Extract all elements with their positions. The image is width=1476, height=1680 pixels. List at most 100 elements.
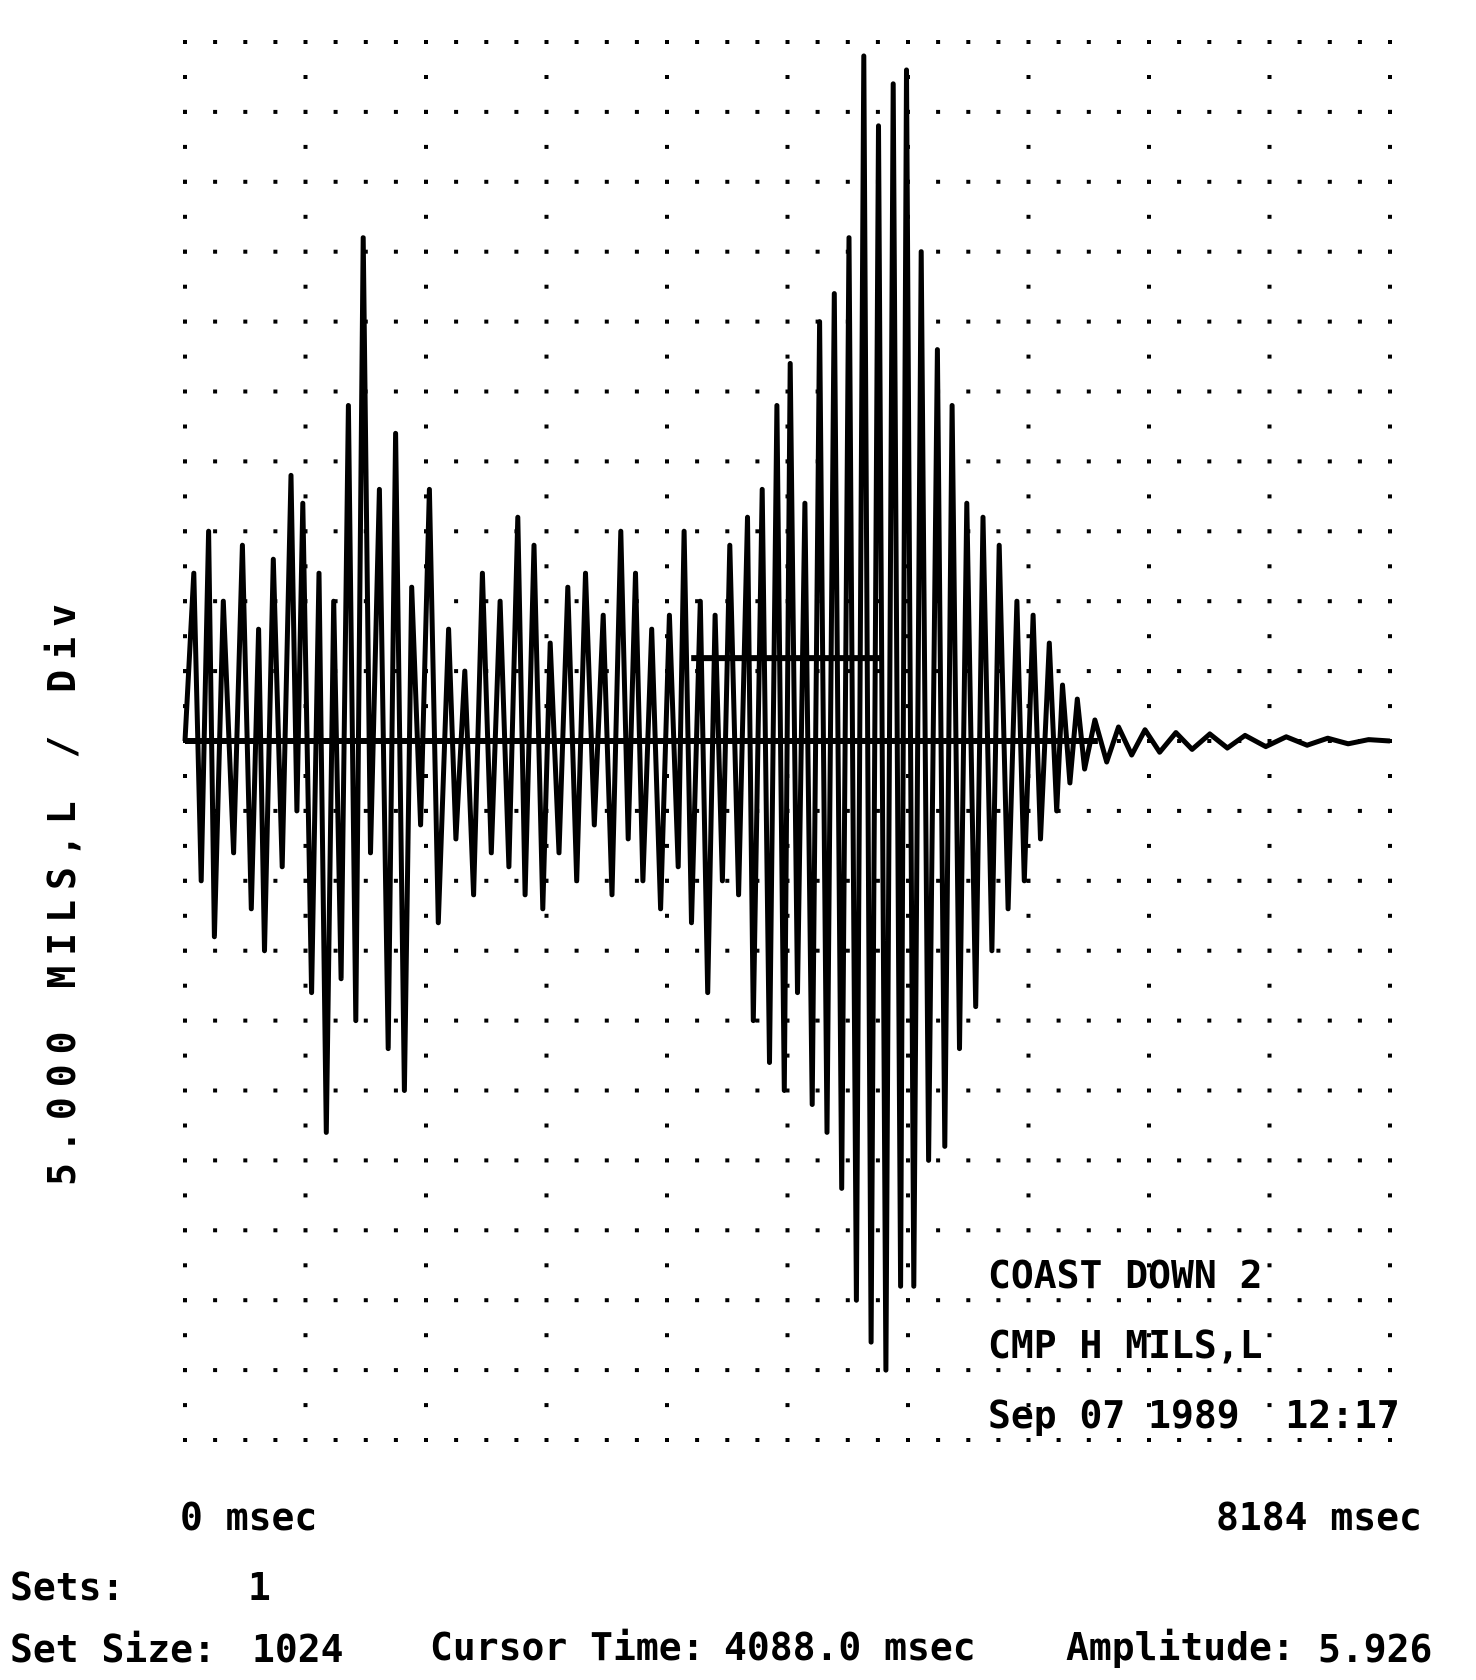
grid-dot (1147, 249, 1151, 254)
grid-dot (303, 1403, 308, 1408)
grid-dot (1267, 1263, 1272, 1268)
grid-dot (484, 1158, 489, 1163)
grid-dot (1388, 1403, 1392, 1408)
grid-dot (665, 424, 669, 429)
grid-dot (544, 1228, 549, 1233)
grid-dot (815, 1018, 820, 1023)
grid-dot (333, 1368, 338, 1373)
grid-dot (484, 948, 489, 953)
grid-dot (574, 1018, 579, 1023)
grid-dot (514, 1018, 519, 1023)
grid-dot (514, 669, 519, 674)
grid-dot (1388, 1123, 1392, 1128)
grid-dot (363, 1018, 368, 1023)
grid-dot (936, 40, 941, 44)
grid-dot (393, 948, 398, 953)
grid-dot (1237, 1158, 1242, 1163)
grid-dot (936, 249, 941, 254)
grid-dot (1267, 214, 1272, 219)
grid-dot (424, 1018, 428, 1023)
grid-dot (1267, 564, 1272, 569)
grid-dot (1147, 878, 1151, 883)
grid-dot (1297, 948, 1302, 953)
grid-dot (1267, 459, 1272, 464)
grid-dot (665, 1088, 669, 1093)
grid-dot (303, 1228, 308, 1233)
grid-dot (996, 249, 1001, 254)
grid-dot (1237, 529, 1242, 534)
grid-dot (695, 459, 700, 464)
grid-dot (845, 1298, 850, 1303)
grid-dot (1267, 249, 1272, 254)
grid-dot (514, 878, 519, 883)
grid-dot (1147, 1263, 1151, 1268)
grid-dot (183, 354, 187, 359)
grid-dot (1327, 1228, 1332, 1233)
grid-dot (1056, 1018, 1061, 1023)
grid-dot (906, 1403, 910, 1408)
grid-dot (1116, 669, 1121, 674)
grid-dot (303, 144, 308, 149)
grid-dot (514, 389, 519, 394)
grid-dot (1147, 1088, 1151, 1093)
grid-dot (574, 109, 579, 114)
grid-dot (213, 1088, 218, 1093)
grid-dot (665, 1298, 669, 1303)
grid-dot (1388, 1158, 1392, 1163)
grid-dot (424, 1438, 428, 1442)
grid-dot (574, 249, 579, 254)
grid-dot (1177, 319, 1182, 324)
grid-dot (393, 1298, 398, 1303)
grid-dot (213, 389, 218, 394)
grid-dot (273, 1298, 278, 1303)
grid-dot (183, 1158, 187, 1163)
grid-dot (695, 1298, 700, 1303)
grid-dot (333, 529, 338, 534)
grid-dot (424, 354, 428, 359)
grid-dot (484, 878, 489, 883)
grid-dot (574, 389, 579, 394)
grid-dot (1267, 599, 1272, 604)
grid-dot (1056, 1298, 1061, 1303)
grid-dot (1147, 1228, 1151, 1233)
grid-dot (966, 389, 971, 394)
grid-dot (936, 109, 941, 114)
grid-dot (1327, 109, 1332, 114)
grid-dot (363, 808, 368, 813)
grid-dot (333, 1018, 338, 1023)
grid-dot (1026, 983, 1031, 988)
grid-dot (243, 1368, 248, 1373)
grid-dot (634, 878, 639, 883)
grid-dot (815, 1228, 820, 1233)
grid-dot (725, 249, 730, 254)
grid-dot (1116, 1438, 1121, 1442)
grid-dot (303, 1018, 308, 1023)
grid-dot (303, 948, 308, 953)
grid-dot (604, 40, 609, 44)
grid-dot (424, 983, 428, 988)
grid-dot (755, 1368, 760, 1373)
grid-dot (1388, 983, 1392, 988)
grid-dot (183, 1263, 187, 1268)
grid-dot (1086, 459, 1091, 464)
grid-dot (1086, 40, 1091, 44)
grid-dot (725, 1438, 730, 1442)
grid-dot (183, 109, 187, 114)
grid-dot (1086, 529, 1091, 534)
grid-dot (1086, 1438, 1091, 1442)
grid-dot (785, 144, 790, 149)
grid-dot (454, 529, 459, 534)
grid-dot (1056, 40, 1061, 44)
grid-dot (1026, 1228, 1031, 1233)
grid-dot (815, 1158, 820, 1163)
grid-dot (665, 599, 669, 604)
grid-dot (1207, 1368, 1212, 1373)
grid-dot (183, 878, 187, 883)
grid-dot (1026, 1193, 1031, 1198)
grid-dot (1267, 1438, 1272, 1442)
grid-dot (213, 669, 218, 674)
grid-dot (484, 1298, 489, 1303)
grid-dot (1388, 774, 1392, 778)
grid-dot (303, 1368, 308, 1373)
grid-dot (363, 1368, 368, 1373)
